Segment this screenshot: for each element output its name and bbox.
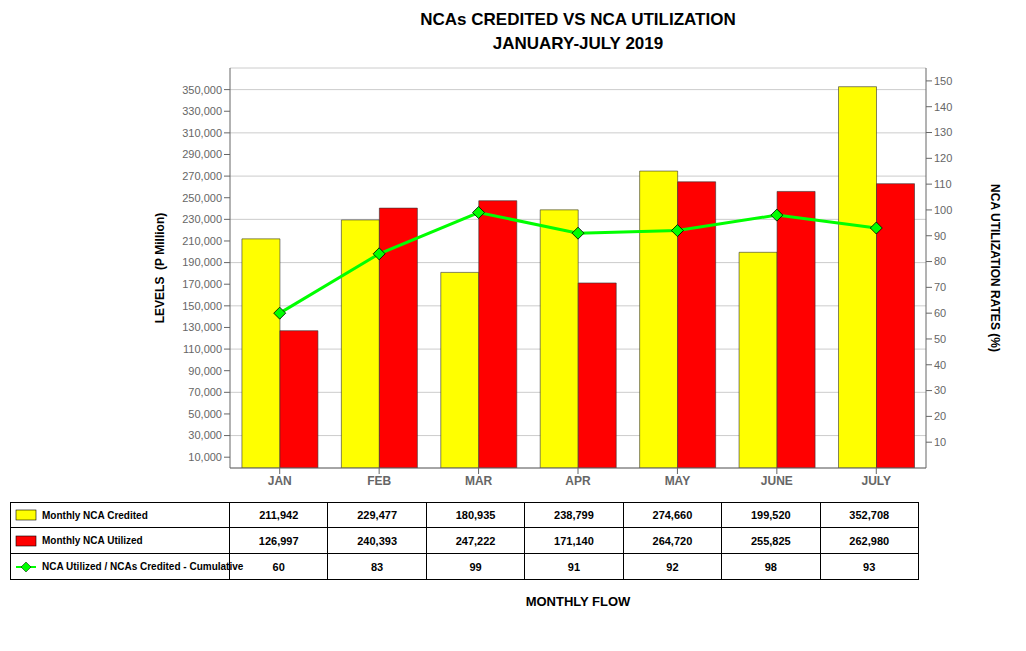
svg-text:50,000: 50,000 [188, 408, 222, 420]
html-text:83: 83 [371, 560, 384, 573]
html-text:199,520: 199,520 [750, 509, 791, 521]
svg-text:80: 80 [934, 255, 946, 267]
html-text:126,997: 126,997 [258, 534, 299, 547]
html-text:NCA UTILIZATION RATES (%): NCA UTILIZATION RATES (%) [988, 184, 1002, 352]
svg-text:10: 10 [934, 436, 946, 448]
svg-text:330,000: 330,000 [182, 105, 222, 117]
svg-text:150,000: 150,000 [182, 300, 222, 312]
svg-text:JULY: JULY [861, 474, 891, 488]
html-text:171,140: 171,140 [554, 534, 594, 547]
svg-text:10,000: 10,000 [188, 451, 222, 463]
svg-text:70: 70 [934, 281, 946, 293]
svg-text:140: 140 [934, 101, 952, 113]
svg-text:MAR: MAR [465, 474, 493, 488]
html-text:180,935: 180,935 [455, 509, 496, 521]
html-text:238,799: 238,799 [554, 509, 594, 521]
html-text:91: 91 [567, 560, 581, 573]
html-text:240,393: 240,393 [357, 534, 397, 547]
html-text:93: 93 [863, 560, 876, 573]
html-text:LEVELS (P Million): LEVELS (P Million) [153, 212, 167, 324]
html-text:98: 98 [764, 560, 777, 573]
svg-text:20: 20 [934, 410, 946, 422]
svg-text:MAY: MAY [665, 474, 691, 488]
html-text:262,980: 262,980 [849, 534, 890, 547]
svg-text:JAN: JAN [268, 474, 292, 488]
svg-text:30,000: 30,000 [188, 429, 222, 441]
svg-text:90: 90 [934, 230, 946, 242]
html-text:274,660: 274,660 [652, 509, 693, 521]
svg-text:40: 40 [934, 359, 946, 371]
svg-text:250,000: 250,000 [182, 192, 222, 204]
html-text:60: 60 [272, 560, 285, 573]
svg-text:130,000: 130,000 [182, 321, 222, 333]
html-text:255,825: 255,825 [750, 534, 791, 547]
html-text:MONTHLY FLOW: MONTHLY FLOW [525, 594, 631, 609]
svg-text:210,000: 210,000 [182, 235, 222, 247]
svg-text:60: 60 [934, 307, 946, 319]
svg-text:150: 150 [934, 75, 952, 87]
svg-text:90,000: 90,000 [188, 365, 222, 377]
svg-text:350,000: 350,000 [182, 84, 222, 96]
html-text:211,942: 211,942 [259, 509, 299, 521]
svg-text:310,000: 310,000 [182, 127, 222, 139]
html-text:352,708: 352,708 [849, 509, 890, 521]
svg-text:130: 130 [934, 126, 952, 138]
svg-text:290,000: 290,000 [182, 148, 222, 160]
html-text:99: 99 [469, 560, 482, 573]
svg-text:100: 100 [934, 204, 952, 216]
html-text:Monthly NCA Utilized: Monthly NCA Utilized [42, 535, 143, 546]
svg-text:APR: APR [565, 474, 591, 488]
svg-text:110,000: 110,000 [183, 343, 222, 355]
svg-text:70,000: 70,000 [188, 386, 222, 398]
svg-text:FEB: FEB [367, 474, 391, 488]
html-text:229,477: 229,477 [357, 509, 397, 521]
svg-text:JUNE: JUNE [761, 474, 793, 488]
html-text:Monthly NCA Credited: Monthly NCA Credited [42, 509, 148, 521]
svg-text:190,000: 190,000 [182, 256, 222, 268]
svg-text:30: 30 [934, 384, 946, 396]
html-text:JANUARY-JULY 2019: JANUARY-JULY 2019 [492, 34, 664, 53]
svg-text:270,000: 270,000 [182, 170, 222, 182]
html-text:NCAs CREDITED VS NCA UTILIZATI: NCAs CREDITED VS NCA UTILIZATION [420, 10, 736, 29]
html-text:NCA Utilized / NCAs Credited -: NCA Utilized / NCAs Credited - Cumulativ… [42, 561, 244, 572]
svg-text:230,000: 230,000 [182, 213, 222, 225]
html-text:264,720: 264,720 [652, 534, 693, 547]
html-text:92: 92 [666, 560, 679, 573]
svg-text:170,000: 170,000 [182, 278, 222, 290]
svg-text:110: 110 [934, 178, 952, 190]
html-text:247,222: 247,222 [455, 534, 496, 547]
svg-text:120: 120 [934, 152, 952, 164]
svg-text:50: 50 [934, 333, 946, 345]
